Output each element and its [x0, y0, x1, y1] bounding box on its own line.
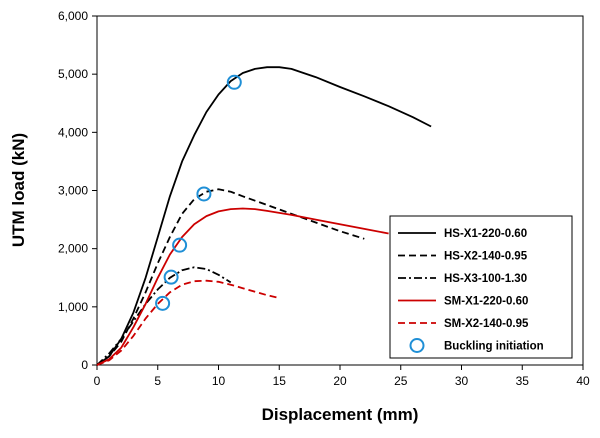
- legend-box: [389, 215, 573, 359]
- legend-label-1: HS-X1-220-0.60: [444, 228, 527, 240]
- x-tick-label: 35: [516, 374, 530, 388]
- axis-ticks: 0 5 10 15 20 25 30 35 40 0 1,000 2,000 3,000 4,000 5,0…: [58, 9, 590, 388]
- y-tick-label: 1,000: [58, 300, 88, 314]
- x-tick-label: 10: [212, 374, 226, 388]
- y-tick-label: 6,000: [58, 9, 88, 23]
- series-line-4: [96, 207, 389, 366]
- buckling-markers: [155, 74, 242, 311]
- buckling-marker: [196, 186, 212, 202]
- legend: HS-X1-220-0.60 HS-X2-140-0.95 HS-X3-100-1.…: [389, 215, 573, 359]
- series-line-3: [96, 266, 232, 366]
- series-lines: [96, 66, 432, 366]
- y-axis-title: UTM load (kN): [9, 133, 28, 247]
- buckling-marker: [172, 237, 188, 253]
- x-axis-title: Displacement (mm): [262, 405, 419, 424]
- legend-label-4: SM-X1-220-0.60: [444, 296, 528, 308]
- legend-label-markers: Buckling initiation: [444, 341, 544, 353]
- legend-label-3: HS-X3-100-1.30: [444, 273, 527, 285]
- buckling-marker: [155, 295, 171, 311]
- legend-label-5: SM-X2-140-0.95: [444, 318, 529, 330]
- series-line-1: [96, 66, 432, 366]
- x-tick-label: 25: [394, 374, 408, 388]
- series-line-5: [96, 279, 280, 366]
- series-line-2: [96, 188, 365, 366]
- x-tick-label: 0: [94, 374, 101, 388]
- x-tick-label: 20: [333, 374, 347, 388]
- x-tick-label: 15: [273, 374, 287, 388]
- y-tick-label: 0: [81, 358, 88, 372]
- buckling-marker: [226, 74, 242, 90]
- x-tick-label: 5: [154, 374, 161, 388]
- x-tick-label: 30: [455, 374, 469, 388]
- y-tick-label: 3,000: [58, 184, 88, 198]
- buckling-marker: [163, 269, 179, 285]
- legend-marker-swatch: [409, 338, 425, 353]
- legend-label-2: HS-X2-140-0.95: [444, 251, 528, 263]
- y-tick-label: 4,000: [58, 125, 88, 139]
- x-tick-label: 40: [576, 374, 590, 388]
- y-tick-label: 5,000: [58, 67, 88, 81]
- y-tick-label: 2,000: [58, 242, 88, 256]
